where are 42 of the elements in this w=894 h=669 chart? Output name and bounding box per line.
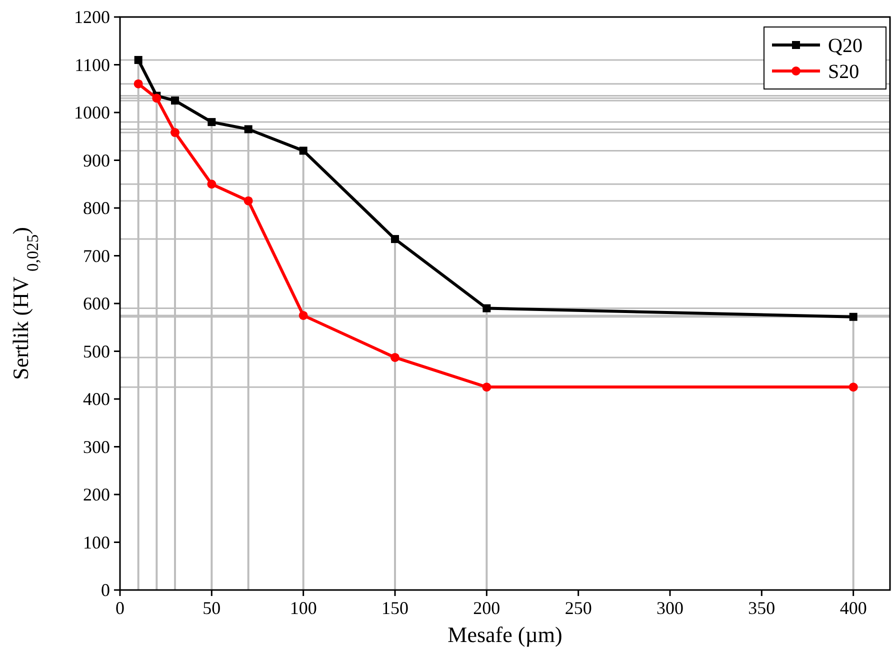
y-tick-label: 800	[83, 198, 110, 218]
y-tick-label: 1100	[74, 54, 110, 75]
point	[244, 196, 253, 206]
point	[134, 79, 143, 88]
y-tick-label: 300	[83, 436, 110, 457]
legend-label: Q20	[828, 35, 862, 57]
y-tick-label: 500	[83, 341, 110, 362]
y-tick-label: 700	[83, 246, 110, 266]
point	[208, 118, 216, 126]
point	[848, 382, 858, 392]
y-tick-label: 200	[83, 484, 110, 504]
y-tick-label: 900	[83, 150, 110, 170]
point	[482, 304, 491, 312]
point	[849, 312, 858, 321]
x-tick-label: 200	[473, 598, 500, 618]
legend-label: S20	[828, 61, 860, 83]
point	[298, 310, 308, 320]
x-tick-label: 300	[656, 598, 684, 618]
x-tick-label: 150	[382, 598, 408, 618]
point	[134, 56, 142, 64]
x-tick-label: 50	[202, 598, 221, 618]
x-tick-label: 0	[116, 598, 124, 618]
y-tick-label: 1000	[74, 102, 110, 122]
point	[391, 235, 399, 244]
point	[390, 352, 400, 362]
point	[170, 128, 180, 138]
x-tick-label: 400	[840, 598, 867, 618]
x-axis-title: Mesafe (µm)	[448, 622, 562, 647]
x-tick-label: 100	[290, 598, 317, 618]
point	[482, 382, 492, 392]
point	[152, 94, 162, 103]
point	[207, 180, 216, 189]
point	[244, 125, 252, 134]
point	[171, 96, 179, 105]
y-tick-label: 1200	[74, 7, 110, 27]
y-tick-label: 400	[83, 389, 110, 409]
y-tick-label: 0	[101, 580, 110, 600]
y-tick-label: 100	[83, 532, 110, 552]
point	[299, 146, 308, 155]
x-tick-label: 350	[748, 598, 776, 618]
x-tick-label: 250	[564, 598, 592, 618]
y-tick-label: 600	[83, 294, 110, 314]
